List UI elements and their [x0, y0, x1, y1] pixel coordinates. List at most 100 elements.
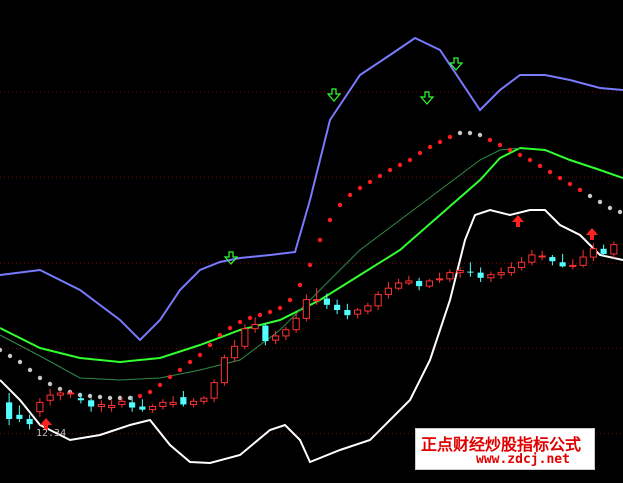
candle-body-down [88, 400, 95, 407]
candle-body-up [46, 394, 54, 401]
candle-body-up [610, 244, 618, 255]
trend-dot [127, 395, 133, 401]
thin-average-line [0, 147, 521, 381]
trend-dot [397, 162, 403, 168]
candle-body-up [210, 382, 218, 399]
buy-arrow-icon [512, 215, 524, 227]
trend-dot [157, 382, 163, 388]
candle-body-up [538, 255, 546, 258]
candle-body-up [497, 272, 505, 276]
candle-body-down [16, 414, 23, 419]
trend-dot [177, 367, 183, 373]
trend-dot [487, 137, 493, 143]
trend-dot [107, 395, 113, 401]
trend-dot [447, 134, 453, 140]
candle-body-up [569, 264, 577, 267]
trend-dot [587, 193, 593, 199]
trend-dot [417, 150, 423, 156]
candle-body-up [374, 293, 382, 307]
trend-dot [27, 367, 33, 373]
candle-body-down [559, 262, 566, 267]
watermark-box [415, 428, 595, 470]
candle-body-up [108, 404, 116, 409]
trend-dot [307, 262, 313, 268]
candle-body-up [251, 324, 259, 330]
candle-body-up [313, 299, 321, 302]
trend-dot [437, 139, 443, 145]
trend-dot [207, 342, 213, 348]
trend-dot [547, 169, 553, 175]
candle-body-down [334, 304, 341, 310]
trend-dot [57, 386, 63, 392]
candle-body-down [477, 272, 484, 278]
trend-dot [117, 395, 123, 401]
trend-dot [477, 132, 483, 138]
trend-dot [577, 187, 583, 193]
trend-dot [557, 175, 563, 181]
candle-body-up [487, 274, 495, 279]
trend-dot [357, 185, 363, 191]
trend-dot [427, 144, 433, 150]
trend-dot [297, 282, 303, 288]
trend-dot [187, 359, 193, 365]
middle-line [0, 146, 623, 364]
trend-dot [17, 359, 23, 365]
candle-body-up [384, 287, 392, 295]
trend-dot [257, 312, 263, 318]
trend-dot [507, 147, 513, 153]
buy-arrow-icon [40, 418, 52, 430]
candle-body-up [302, 299, 310, 319]
candle-body-up [200, 397, 208, 402]
trend-dot [527, 157, 533, 163]
trend-dot [407, 157, 413, 163]
lower-band-line [0, 208, 623, 465]
candle-body-down [344, 309, 351, 316]
candle-body-up [354, 309, 362, 315]
trend-dot [347, 192, 353, 198]
candle-body-up [292, 317, 300, 331]
candle-body-down [6, 402, 13, 419]
trend-dot [517, 152, 523, 158]
candle-body-up [149, 406, 157, 411]
candle-body-up [425, 280, 433, 287]
trend-dot [197, 352, 203, 358]
trend-dot [327, 217, 333, 223]
trend-dot [87, 393, 93, 399]
trend-dot [137, 393, 143, 399]
candle-body-down [416, 280, 423, 287]
candle-body-up [241, 328, 249, 347]
trend-dot [367, 179, 373, 185]
trend-dot [217, 332, 223, 338]
trend-dot [277, 305, 283, 311]
candle-body-up [518, 261, 526, 268]
low-price-label: 12.34 [36, 428, 67, 439]
candle-body-up [67, 392, 75, 395]
candle-body-up [159, 401, 167, 408]
trend-dot [617, 209, 623, 215]
candle-body-down [549, 257, 556, 262]
candle-body-down [600, 248, 607, 254]
candle-body-up [446, 272, 454, 280]
candle-body-down [77, 398, 84, 401]
trend-dot [567, 181, 573, 187]
trend-dot [97, 394, 103, 400]
candle-body-up [220, 357, 228, 384]
candle-body-up [282, 329, 290, 337]
trend-dot [227, 325, 233, 331]
watermark-title: 正点财经炒股指标公式 [421, 435, 582, 454]
trend-dot [7, 353, 13, 359]
trend-dot [287, 297, 293, 303]
trend-dot [537, 163, 543, 169]
trend-dot [497, 142, 503, 148]
sell-arrow-icon [223, 251, 239, 265]
trend-dot [147, 389, 153, 395]
candle-body-up [507, 266, 515, 274]
candle-body-down [323, 298, 330, 305]
candle-body-up [190, 400, 198, 405]
sell-arrow-icon [448, 57, 464, 71]
candle-body-up [364, 305, 372, 312]
candle-body-down [129, 402, 136, 408]
candle-body-down [139, 406, 146, 410]
candle-body-up [405, 280, 413, 284]
